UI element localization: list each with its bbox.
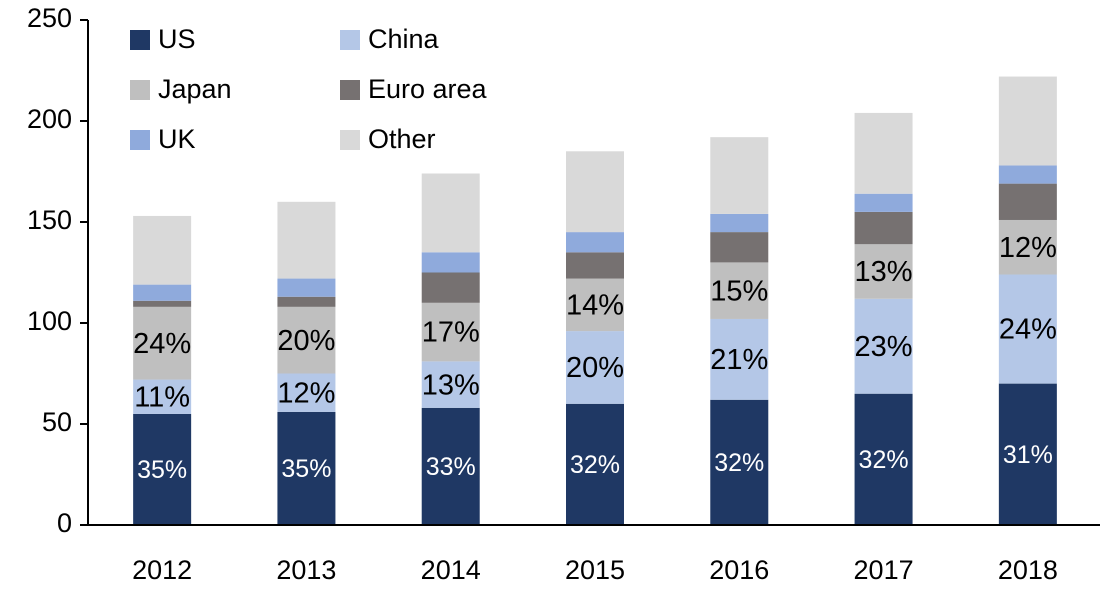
share-label: 12% xyxy=(277,377,335,409)
bar-segment xyxy=(421,361,480,408)
x-tick-label: 2012 xyxy=(132,555,192,585)
bar-segment xyxy=(710,213,769,233)
share-label: 33% xyxy=(426,453,476,481)
bar-segment xyxy=(277,201,336,279)
bar-segment xyxy=(133,413,192,525)
bar-segment xyxy=(854,112,913,194)
share-label: 17% xyxy=(422,317,480,349)
bar-segment xyxy=(421,252,480,273)
legend-label: China xyxy=(368,24,440,54)
bar-segment xyxy=(566,278,624,332)
bar-segment xyxy=(133,284,192,301)
bar-segment xyxy=(133,215,192,285)
bar-segment xyxy=(998,183,1057,220)
share-label: 32% xyxy=(714,449,764,477)
bar-segment xyxy=(421,302,480,362)
share-label: 32% xyxy=(570,451,620,479)
bar-segment xyxy=(277,411,336,525)
bar-segment xyxy=(277,296,336,307)
y-tick-label: 250 xyxy=(27,3,72,33)
legend-label: Japan xyxy=(158,74,232,104)
bar-segment xyxy=(998,383,1057,525)
bar-segment xyxy=(277,278,336,297)
x-tick-label: 2015 xyxy=(565,555,625,585)
bar-segment xyxy=(133,306,192,380)
y-tick-label: 50 xyxy=(42,407,72,437)
bar-segment xyxy=(998,165,1057,184)
bar-segment xyxy=(998,274,1057,384)
legend-label: Other xyxy=(368,124,436,154)
share-label: 13% xyxy=(422,369,480,401)
share-label: 11% xyxy=(134,381,190,413)
bar-segment xyxy=(133,300,192,307)
y-tick-label: 200 xyxy=(27,104,72,134)
bar-segment xyxy=(854,298,913,394)
y-tick-label: 100 xyxy=(27,306,72,336)
legend-label: Euro area xyxy=(368,74,488,104)
legend-swatch xyxy=(130,30,150,50)
legend-swatch xyxy=(340,30,360,50)
bar-segment xyxy=(277,373,336,412)
bar-segment xyxy=(854,244,913,299)
legend-swatch xyxy=(130,130,150,150)
share-label: 35% xyxy=(281,455,331,483)
legend-swatch xyxy=(130,80,150,100)
bar-segment xyxy=(566,403,624,525)
bar-segment xyxy=(133,379,192,414)
bar-segment xyxy=(998,76,1057,166)
share-label: 24% xyxy=(133,328,191,360)
bar-segment xyxy=(854,193,913,212)
bar-segment xyxy=(566,232,624,253)
bar-segment xyxy=(566,331,624,404)
bar-segment xyxy=(710,262,769,319)
bar-segment xyxy=(710,318,769,400)
bar-segment xyxy=(854,393,913,525)
x-tick-label: 2018 xyxy=(998,555,1058,585)
share-label: 24% xyxy=(999,314,1057,346)
share-label: 23% xyxy=(855,331,913,363)
bar-segment xyxy=(710,137,769,214)
bar-segment xyxy=(277,306,336,374)
bar-segment xyxy=(854,211,913,245)
legend-label: US xyxy=(158,24,196,54)
x-tick-label: 2014 xyxy=(421,555,481,585)
x-tick-label: 2017 xyxy=(854,555,914,585)
share-label: 21% xyxy=(710,344,768,376)
bar-segment xyxy=(421,272,480,303)
share-label: 13% xyxy=(855,256,913,288)
share-label: 20% xyxy=(566,352,624,384)
share-label: 12% xyxy=(999,232,1057,264)
share-label: 20% xyxy=(277,325,335,357)
share-label: 31% xyxy=(1003,441,1053,469)
share-label: 14% xyxy=(566,289,624,321)
share-label: 15% xyxy=(710,275,768,307)
x-tick-label: 2013 xyxy=(276,555,336,585)
bar-segment xyxy=(566,151,624,233)
bar-segment xyxy=(710,232,769,263)
bar-segment xyxy=(710,399,769,525)
share-label: 32% xyxy=(859,446,909,474)
bar-segment xyxy=(421,173,480,253)
y-tick-label: 150 xyxy=(27,205,72,235)
bar-segment xyxy=(566,252,624,279)
bar-segment xyxy=(421,407,480,525)
legend-swatch xyxy=(340,130,360,150)
legend-label: UK xyxy=(158,124,196,154)
legend-swatch xyxy=(340,80,360,100)
y-tick-label: 0 xyxy=(57,508,72,538)
x-tick-label: 2016 xyxy=(709,555,769,585)
bar-segment xyxy=(998,219,1057,275)
share-label: 35% xyxy=(137,456,187,484)
